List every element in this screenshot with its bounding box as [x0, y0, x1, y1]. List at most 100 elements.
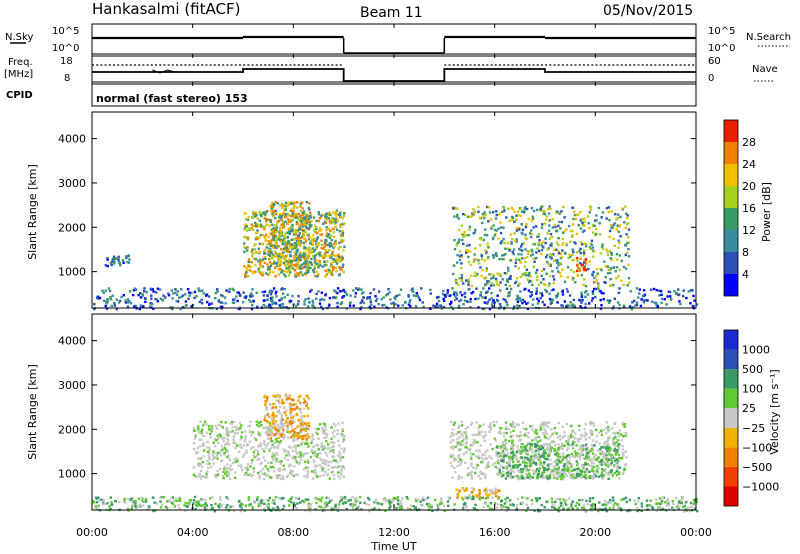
velocity-cell: [240, 431, 244, 434]
velocity-cell: [265, 408, 268, 412]
velocity-cell: [590, 448, 593, 451]
power-cell: [187, 297, 190, 300]
power-cell: [613, 297, 616, 300]
velocity-cell: [607, 477, 610, 480]
power-cell: [289, 266, 292, 270]
velocity-cell: [524, 477, 527, 480]
power-cell: [455, 297, 459, 300]
velocity-cell: [651, 506, 654, 509]
velocity-cell: [214, 456, 217, 459]
power-cell: [354, 292, 358, 295]
power-cell: [588, 211, 591, 214]
velocity-cell: [620, 438, 623, 442]
power-cell: [360, 288, 363, 291]
power-cell: [611, 225, 614, 228]
power-cell: [277, 268, 280, 271]
velocity-cell: [597, 431, 601, 434]
power-cell: [409, 305, 412, 308]
power-cell: [245, 266, 248, 270]
velocity-cell: [621, 472, 624, 475]
velocity-cell: [505, 465, 508, 468]
velocity-cell: [566, 461, 569, 464]
velocity-cell: [108, 505, 111, 508]
power-cell: [485, 267, 489, 270]
velocity-cell: [459, 448, 462, 451]
power-cell: [220, 294, 223, 297]
velocity-cell: [486, 489, 489, 492]
velocity-cell: [472, 488, 475, 491]
power-cell: [546, 253, 549, 257]
power-cell: [599, 307, 603, 310]
power-cell: [242, 291, 245, 294]
power-cell: [250, 261, 253, 264]
power-cell: [288, 230, 291, 233]
velocity-cell: [539, 461, 542, 464]
velocity-cell: [608, 453, 611, 456]
velocity-cell: [494, 465, 497, 468]
power-cell: [261, 271, 264, 274]
velocity-cell: [293, 408, 297, 411]
power-cell: [262, 303, 265, 307]
power-cell: [548, 219, 551, 222]
power-cell: [106, 299, 109, 303]
power-cell: [578, 298, 581, 302]
power-cell: [282, 226, 286, 229]
power-cell: [484, 213, 487, 217]
power-cell: [267, 239, 270, 243]
power-cell: [574, 242, 577, 245]
power-cell: [486, 257, 489, 260]
velocity-cell: [625, 456, 628, 459]
velocity-cell: [295, 434, 298, 438]
power-cell: [325, 226, 328, 229]
velocity-cell: [573, 455, 576, 459]
power-cell: [498, 212, 502, 215]
power-cell: [519, 290, 522, 293]
velocity-cell: [600, 471, 604, 474]
power-cell: [490, 227, 493, 230]
velocity-cell: [491, 463, 494, 466]
velocity-data: [92, 393, 699, 513]
velocity-cell: [256, 450, 260, 453]
velocity-cell: [305, 438, 308, 441]
velocity-cell: [510, 451, 513, 455]
power-cell: [498, 303, 502, 306]
power-cell: [395, 294, 398, 298]
power-cell: [303, 303, 306, 306]
velocity-cell: [541, 473, 544, 476]
velocity-cell: [300, 441, 303, 444]
power-cell: [278, 304, 281, 307]
power-cell: [296, 241, 300, 244]
velocity-cell: [591, 461, 594, 464]
power-cell: [293, 243, 296, 247]
velocity-cell: [286, 424, 289, 428]
velocity-cell: [495, 454, 498, 457]
power-cell: [460, 276, 463, 280]
power-cell: [639, 304, 643, 308]
power-colorbar-swatch: [724, 164, 738, 186]
power-cell: [285, 204, 288, 207]
velocity-cell: [226, 455, 229, 459]
velocity-cell: [524, 458, 527, 461]
velocity-cell: [319, 505, 323, 509]
power-cell: [291, 267, 294, 270]
velocity-cell: [347, 499, 350, 502]
power-cell: [345, 293, 349, 296]
power-cell: [106, 264, 109, 268]
velocity-cell: [297, 455, 300, 459]
velocity-cell: [606, 450, 609, 453]
power-cell: [342, 295, 345, 298]
velocity-cell: [262, 426, 265, 429]
velocity-cell: [292, 445, 296, 449]
power-cell: [315, 239, 318, 243]
power-cell: [202, 292, 205, 295]
power-colorbar-swatch: [724, 142, 738, 164]
velocity-cell: [281, 475, 284, 478]
power-cell: [112, 258, 116, 261]
velocity-cell: [595, 475, 598, 478]
velocity-cell: [580, 474, 584, 477]
power-cell: [216, 290, 219, 293]
power-cell: [496, 298, 499, 302]
power-cell: [315, 270, 318, 273]
velocity-cell: [286, 450, 289, 453]
velocity-cell: [259, 434, 262, 438]
